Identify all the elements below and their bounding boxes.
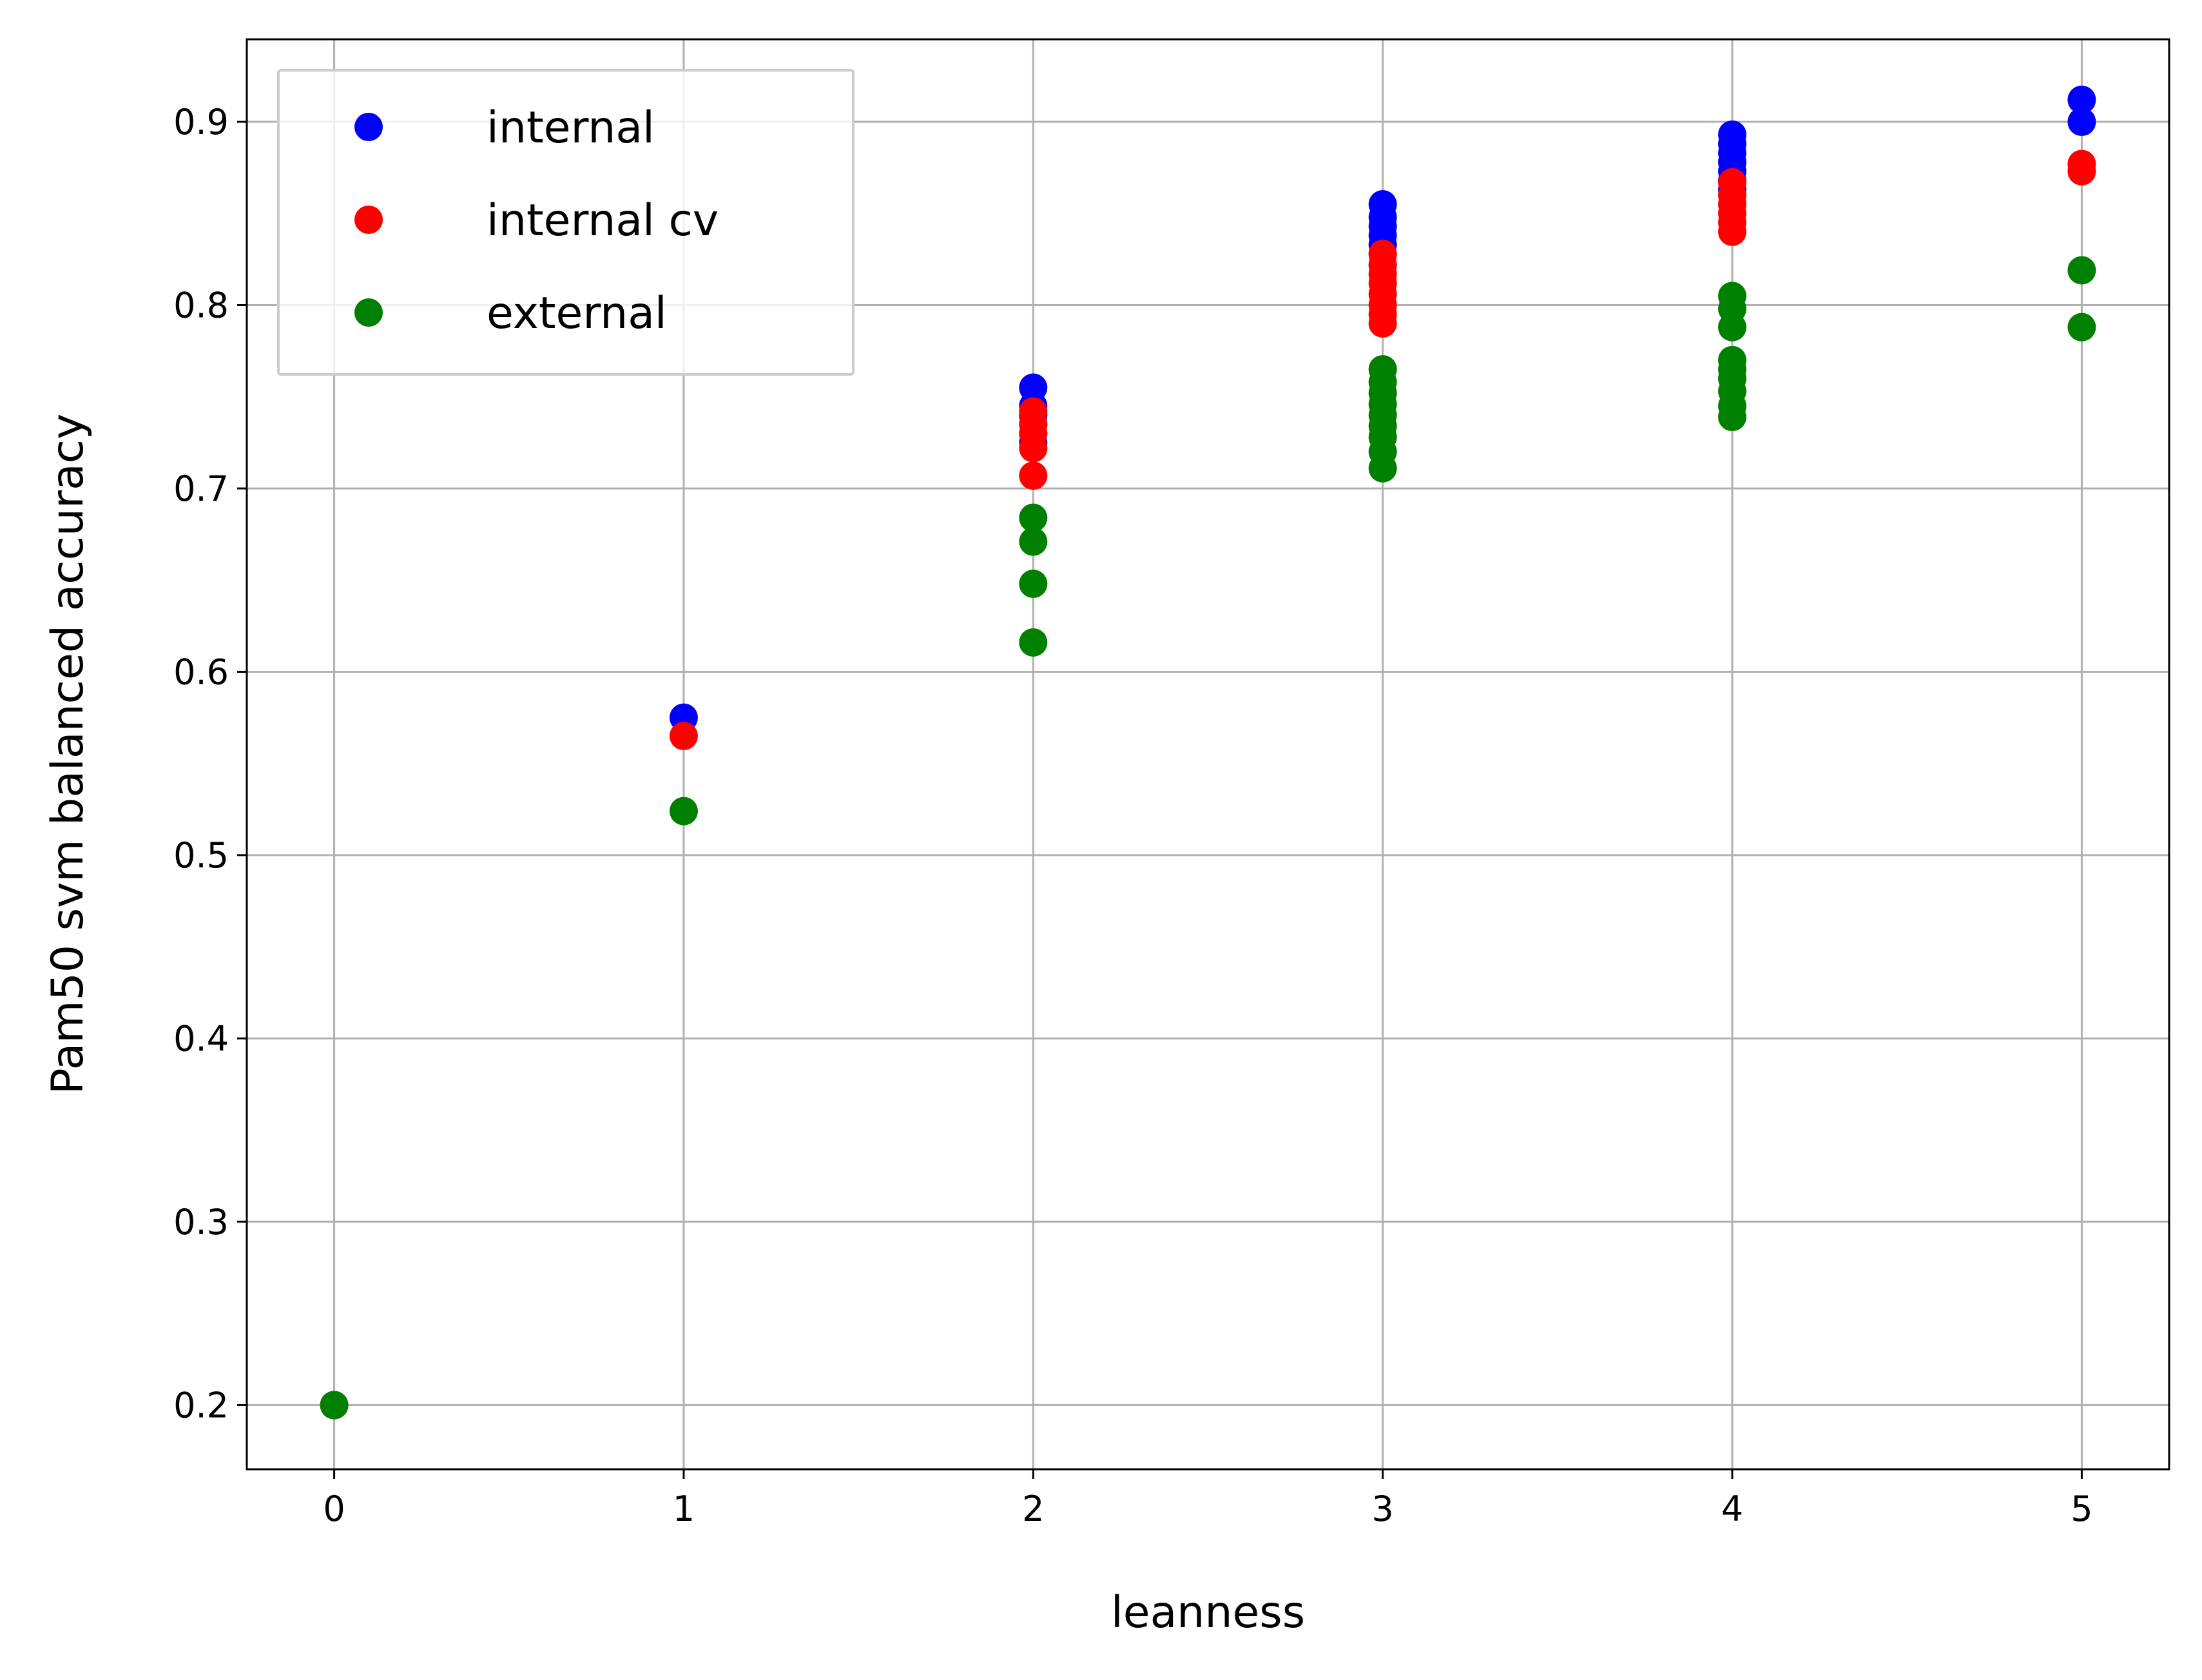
- data-point-external: [1718, 403, 1747, 432]
- y-axis-label: Pam50 svm balanced accuracy: [43, 414, 93, 1095]
- y-tick-label: 0.8: [173, 285, 229, 326]
- x-tick-label: 1: [673, 1489, 695, 1529]
- data-point-internal-cv: [1019, 461, 1048, 490]
- legend-marker: [354, 298, 383, 327]
- y-tick-label: 0.5: [173, 835, 229, 876]
- legend-label: internal cv: [487, 195, 719, 246]
- y-tick-label: 0.3: [173, 1202, 229, 1242]
- data-point-external: [669, 797, 698, 826]
- y-tick-label: 0.4: [173, 1018, 229, 1059]
- data-point-external: [320, 1391, 349, 1420]
- data-point-external: [1368, 454, 1397, 483]
- data-point-external: [1019, 569, 1048, 598]
- legend-box: [277, 69, 855, 376]
- x-tick-label: 4: [1721, 1489, 1743, 1529]
- x-tick-label: 5: [2071, 1489, 2092, 1529]
- data-point-internal-cv: [1019, 434, 1048, 463]
- y-tick-label: 0.7: [173, 468, 229, 509]
- data-point-external: [1718, 313, 1747, 342]
- legend-label: internal: [487, 102, 655, 153]
- y-tick-label: 0.9: [173, 102, 229, 142]
- legend-label: external: [487, 288, 667, 339]
- data-point-internal-cv: [669, 722, 698, 751]
- data-point-internal-cv: [2067, 157, 2096, 186]
- legend: internal internal cv external: [277, 69, 855, 376]
- data-point-external: [1019, 503, 1048, 532]
- y-tick-label: 0.2: [173, 1385, 229, 1425]
- plot-frame: [246, 38, 2170, 1471]
- data-points: [320, 85, 2096, 1420]
- x-tick-label: 3: [1372, 1489, 1394, 1529]
- x-tick-label: 2: [1022, 1489, 1044, 1529]
- axis-ticks: 0 1 2 3 4 5 0.2 0.3 0.4 0.5 0.6 0.7 0.8 0.9: [173, 102, 2092, 1529]
- data-point-internal: [2067, 108, 2096, 137]
- data-point-external: [2067, 313, 2096, 342]
- data-point-external: [1019, 527, 1048, 556]
- x-tick-label: 0: [323, 1489, 345, 1529]
- data-point-external: [1019, 628, 1048, 657]
- data-point-internal: [2067, 85, 2096, 114]
- y-tick-label: 0.6: [173, 652, 229, 692]
- legend-marker: [354, 206, 383, 234]
- legend-marker: [354, 113, 383, 141]
- data-point-internal-cv: [1718, 217, 1747, 246]
- x-axis-label: leanness: [1111, 1587, 1305, 1638]
- data-point-internal-cv: [1368, 309, 1397, 338]
- data-point-external: [2067, 256, 2096, 285]
